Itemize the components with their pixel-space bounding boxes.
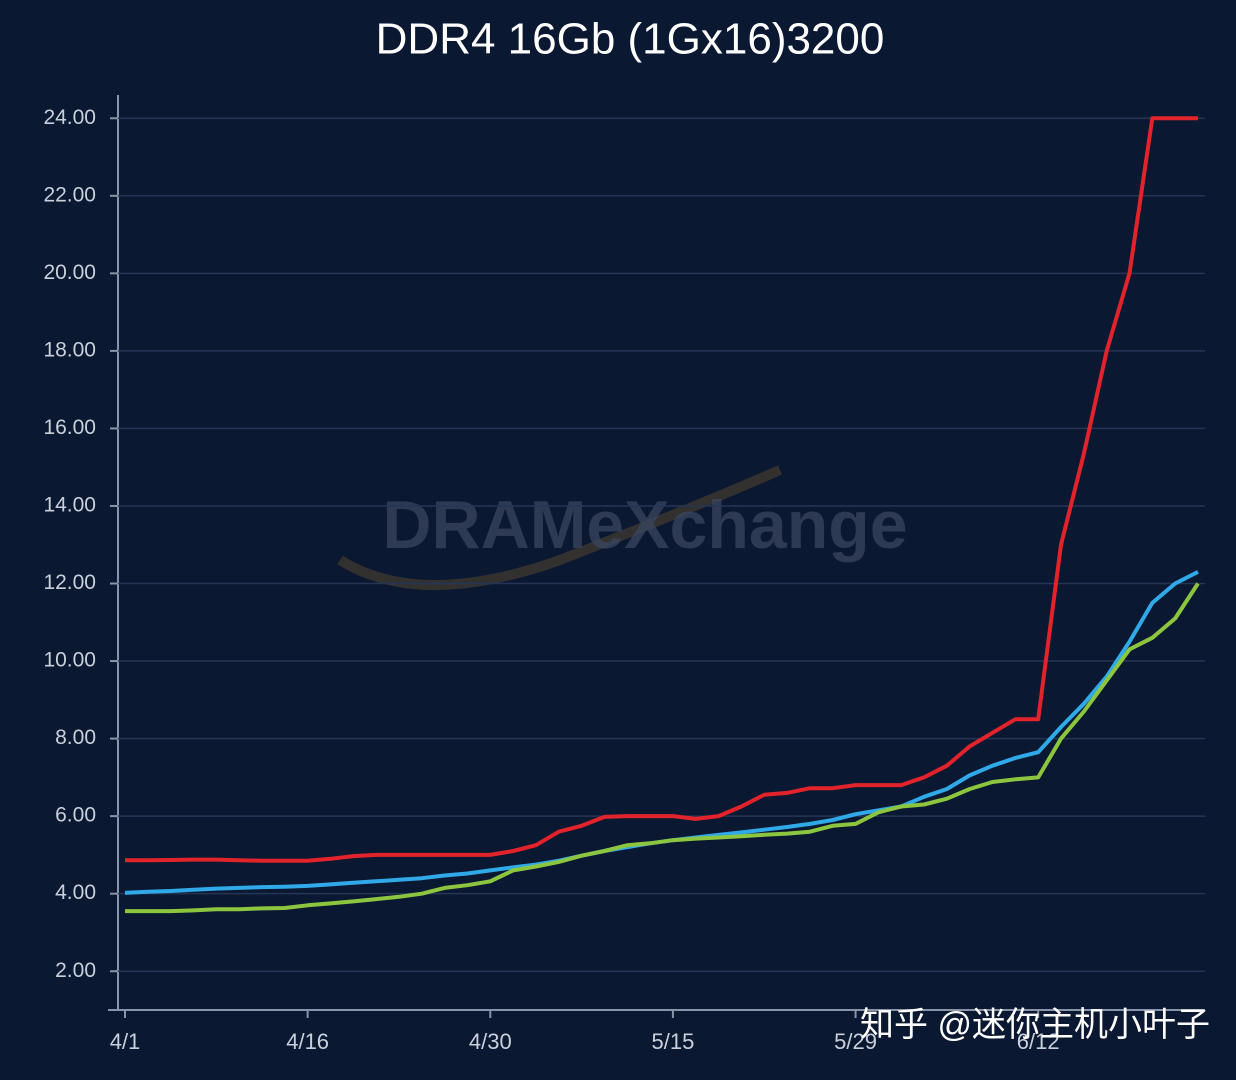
x-tick-label: 5/15	[652, 1029, 695, 1054]
y-tick-label: 18.00	[43, 338, 96, 361]
y-tick-label: 20.00	[43, 261, 96, 284]
y-tick-label: 22.00	[43, 183, 96, 206]
x-tick-label: 4/1	[110, 1029, 141, 1054]
watermark-swoosh	[337, 465, 783, 590]
x-tick-label: 5/29	[834, 1029, 877, 1054]
y-tick-label: 4.00	[55, 881, 96, 904]
y-tick-label: 14.00	[43, 494, 96, 517]
y-tick-label: 8.00	[55, 726, 96, 749]
x-tick-label: 6/12	[1017, 1029, 1060, 1054]
series-line	[125, 582, 1200, 914]
y-tick-label: 6.00	[55, 804, 96, 827]
y-tick-label: 12.00	[43, 571, 96, 594]
x-tick-label: 4/16	[286, 1029, 329, 1054]
watermark: DRAMeXchange	[382, 487, 907, 563]
series-line	[125, 116, 1198, 863]
y-tick-label: 24.00	[43, 106, 96, 129]
y-tick-label: 10.00	[43, 649, 96, 672]
y-tick-label: 16.00	[43, 416, 96, 439]
chart-title: DDR4 16Gb (1Gx16)3200	[376, 15, 885, 64]
y-tick-label: 2.00	[55, 959, 96, 982]
credit: 知乎 @迷你主机小叶子	[860, 1006, 1210, 1044]
x-tick-label: 4/30	[469, 1029, 512, 1054]
